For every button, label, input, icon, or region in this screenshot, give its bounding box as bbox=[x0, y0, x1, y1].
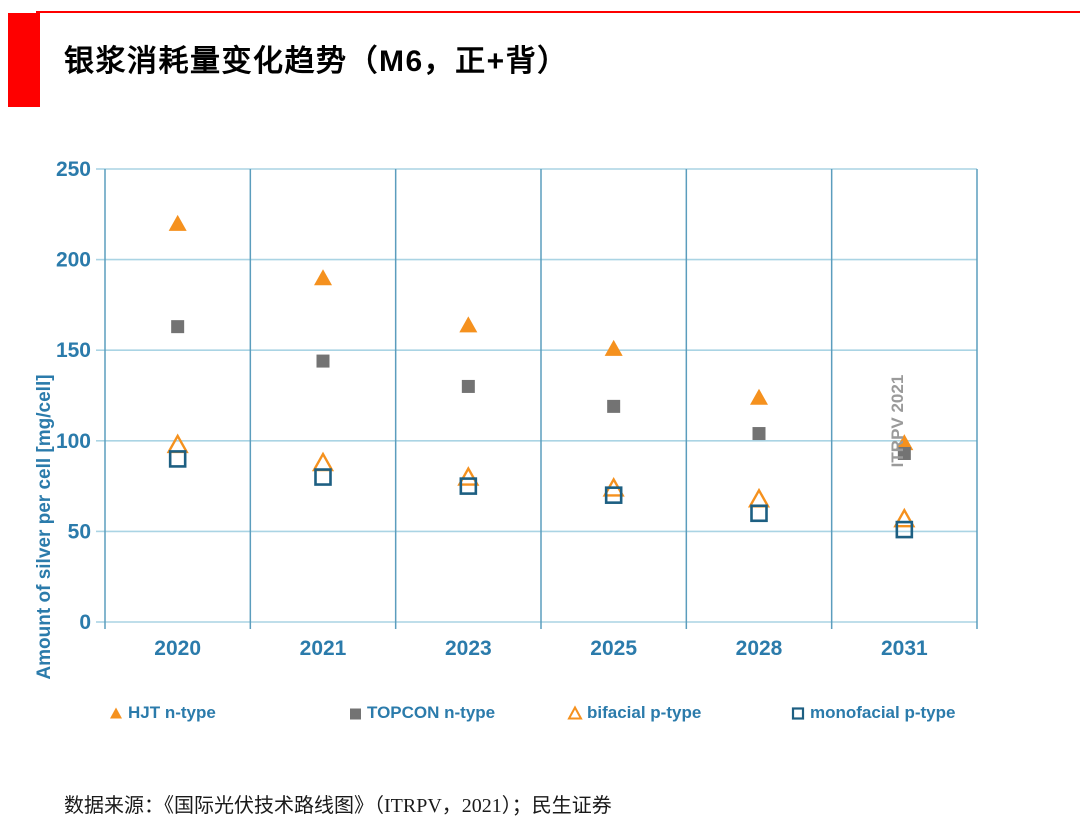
open-square-icon bbox=[790, 705, 806, 721]
filled-triangle-icon bbox=[108, 705, 124, 721]
data-point bbox=[311, 451, 335, 472]
y-tick-label: 0 bbox=[79, 611, 91, 634]
data-point bbox=[895, 520, 914, 539]
data-point bbox=[459, 316, 478, 333]
data-point bbox=[314, 468, 332, 486]
data-point bbox=[747, 487, 771, 508]
y-tick-label: 150 bbox=[56, 339, 91, 362]
silver-consumption-chart: 0 50 100 150 200 250 2020 2021 2023 2025 2028 2031 … bbox=[0, 130, 1080, 690]
page-title: 银浆消耗量变化趋势（M6，正+背） bbox=[64, 45, 569, 78]
data-point bbox=[316, 354, 330, 368]
chart-legend: HJT n-type TOPCON n-type bifacial p-type… bbox=[0, 703, 1080, 729]
x-tick-label: 2028 bbox=[736, 637, 783, 660]
x-tick-label: 2021 bbox=[300, 637, 347, 660]
filled-square-icon bbox=[347, 705, 363, 721]
legend-label: bifacial p-type bbox=[587, 703, 702, 722]
y-axis-title: Amount of silver per cell [mg/cell] bbox=[34, 374, 55, 680]
legend-item-bifacial: bifacial p-type bbox=[567, 703, 701, 723]
open-triangle-icon bbox=[567, 705, 583, 721]
data-point bbox=[168, 450, 187, 468]
data-point bbox=[171, 320, 185, 334]
legend-label: TOPCON n-type bbox=[367, 703, 496, 722]
data-point bbox=[314, 269, 332, 286]
data-point bbox=[459, 477, 478, 495]
x-tick-label: 2031 bbox=[881, 637, 928, 660]
legend-item-hjt: HJT n-type bbox=[108, 703, 216, 723]
y-tick-label: 100 bbox=[56, 430, 91, 453]
data-source-note: 数据来源：《国际光伏技术路线图》（ITRPV，2021）；民生证券 bbox=[64, 795, 612, 817]
top-accent-line bbox=[36, 11, 1080, 13]
chart-canvas: 0 50 100 150 200 250 2020 2021 2023 2025 2028 2031 bbox=[56, 158, 978, 660]
data-point bbox=[752, 427, 766, 441]
data-point bbox=[607, 399, 621, 413]
data-point bbox=[457, 466, 480, 486]
legend-label: monofacial p-type bbox=[810, 703, 956, 722]
accent-block bbox=[8, 13, 40, 107]
x-tick-label: 2025 bbox=[590, 637, 637, 660]
y-tick-label: 50 bbox=[68, 520, 91, 543]
data-point bbox=[168, 214, 187, 231]
data-point bbox=[897, 446, 911, 460]
legend-item-topcon: TOPCON n-type bbox=[347, 703, 495, 723]
legend-label: HJT n-type bbox=[128, 703, 216, 722]
y-tick-label: 250 bbox=[56, 158, 91, 181]
data-point bbox=[895, 434, 914, 451]
x-tick-label: 2020 bbox=[154, 637, 201, 660]
data-point bbox=[893, 507, 916, 528]
x-tick-label: 2023 bbox=[445, 637, 492, 660]
data-point bbox=[750, 504, 768, 523]
data-point bbox=[750, 388, 768, 405]
data-point bbox=[604, 339, 623, 356]
y-tick-label: 200 bbox=[56, 249, 91, 272]
data-point bbox=[166, 433, 189, 454]
legend-item-monofacial: monofacial p-type bbox=[790, 703, 955, 723]
chart-annotation: ITRPV 2021 bbox=[888, 374, 907, 468]
data-point bbox=[604, 486, 623, 504]
data-point bbox=[461, 379, 475, 393]
